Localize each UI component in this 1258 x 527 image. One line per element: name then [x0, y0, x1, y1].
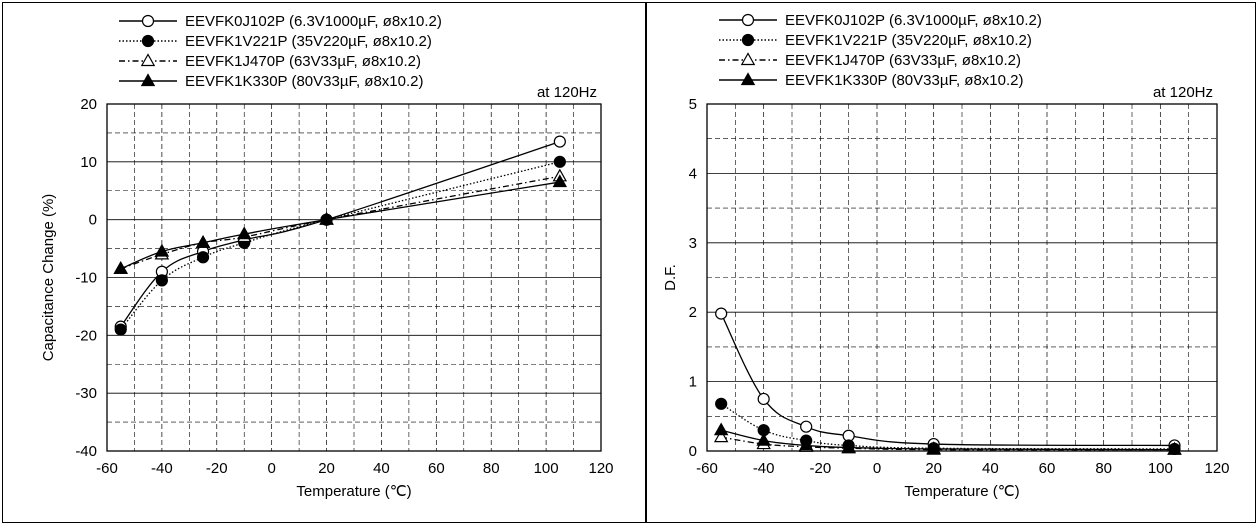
grid-lines: [107, 104, 601, 451]
legend-label: EEVFK1K330P (80V33µF, ø8x10.2): [785, 72, 1024, 89]
x-tick-label: 20: [318, 460, 335, 477]
x-tick-label: 120: [1204, 460, 1229, 477]
legend-label: EEVFK0J102P (6.3V1000µF, ø8x10.2): [185, 13, 442, 30]
plot-frame: [106, 103, 602, 452]
series-1: [114, 135, 566, 333]
x-axis-label: Temperature (℃): [296, 483, 411, 500]
x-tick-label: 60: [1039, 460, 1056, 477]
capacitance-change-chart: -60 -40 -20 0 20 40 60 80 100 12020100-10-20-30-4…: [40, 13, 614, 500]
data-point: [926, 441, 941, 455]
data-point: [757, 392, 770, 406]
plot-frame: [706, 103, 1218, 452]
data-point: [800, 420, 813, 433]
series-line: [120, 140, 561, 328]
data-point: [798, 437, 814, 451]
x-tick-label: 100: [534, 460, 559, 477]
dissipation-factor-chart: -60 -40 -20 0 20 40 60 80 100 120 5 4 3 2 1 0 Temperatur…: [662, 12, 1230, 500]
data-point: [196, 251, 210, 264]
x-tick-label: 0: [267, 460, 275, 477]
x-tick-label: 0: [873, 460, 881, 477]
x-tick-label: 100: [1148, 460, 1173, 477]
legend-marker: [141, 14, 155, 28]
x-tick-label: 80: [1095, 460, 1112, 477]
capacitance-change-chart-panel: -60 -40 -20 0 20 40 60 80 100 120 20 10 0 -10 -20 -30 -4…: [2, 2, 646, 523]
y-tick-label: 5: [689, 96, 697, 113]
x-tick-label: -40: [151, 460, 173, 477]
series-line: [721, 429, 1175, 451]
legend-label: EEVFK0J102P (6.3V1000µF, ø8x10.2): [785, 12, 1042, 29]
y-axis-label: Capacitance Change (%): [40, 194, 57, 362]
series-3: [113, 168, 568, 274]
y-tick-label: 0: [689, 443, 697, 460]
x-tick-label: 60: [428, 460, 445, 477]
series-line: [120, 175, 560, 270]
data-point: [154, 243, 170, 257]
x-tick-label: -20: [206, 460, 228, 477]
data-point: [756, 432, 771, 446]
y-tick-label: -10: [75, 270, 97, 287]
series-4: [113, 174, 568, 274]
data-point: [155, 274, 168, 287]
x-tick-label: -60: [96, 460, 118, 477]
y-tick-label: 20: [80, 96, 97, 113]
legend-label: EEVFK1K330P (80V33µF, ø8x10.2): [185, 73, 424, 90]
legend-label: EEVFK1J470P (63V33µF, ø8x10.2): [785, 52, 1021, 69]
series-line: [720, 403, 1175, 450]
data-point: [114, 323, 127, 336]
data-point: [236, 226, 252, 240]
data-point: [715, 307, 728, 320]
series-1: [715, 307, 1181, 452]
legend-label: EEVFK1V221P (35V220µF, ø8x10.2): [185, 33, 432, 50]
data-point: [713, 429, 729, 443]
series-line: [720, 313, 1175, 447]
frequency-note: at 120Hz: [1153, 84, 1213, 101]
data-point: [841, 439, 856, 453]
x-tick-label: -20: [809, 460, 831, 477]
legend-marker: [141, 34, 155, 48]
legend-marker: [740, 52, 756, 66]
series-line: [120, 181, 560, 270]
x-tick-label: 80: [483, 460, 500, 477]
data-point: [1167, 441, 1182, 455]
legend: EEVFK0J102P (6.3V1000µF, ø8x10.2) EEVFK1V…: [119, 13, 442, 90]
series-2: [114, 155, 566, 336]
x-tick-label: 20: [925, 460, 942, 477]
y-tick-label: 10: [80, 154, 97, 171]
y-axis-label: D.F.: [662, 264, 679, 291]
y-tick-label: -40: [75, 443, 97, 460]
legend-marker: [140, 53, 156, 67]
dissipation-factor-chart-panel: -60 -40 -20 0 20 40 60 80 100 120 5 4 3 2 1 0 Temperatur…: [646, 2, 1256, 523]
data-point: [113, 261, 128, 274]
x-tick-label: -40: [753, 460, 775, 477]
frequency-note: at 120Hz: [537, 84, 597, 101]
x-tick-label: 40: [373, 460, 390, 477]
data-point: [552, 174, 568, 188]
legend-label: EEVFK1V221P (35V220µF, ø8x10.2): [785, 32, 1032, 49]
data-point: [319, 211, 334, 225]
series-4: [713, 422, 1182, 455]
legend: EEVFK0J102P (6.3V1000µF, ø8x10.2) EEVFK1V…: [719, 12, 1042, 89]
legend-label: EEVFK1J470P (63V33µF, ø8x10.2): [185, 53, 421, 70]
y-tick-label: 3: [689, 235, 697, 252]
y-tick-label: -30: [75, 385, 97, 402]
y-tick-label: 2: [689, 304, 697, 321]
data-point: [195, 235, 211, 248]
x-tick-label: 120: [588, 460, 613, 477]
legend-marker: [740, 72, 756, 86]
y-tick-label: 0: [89, 212, 97, 229]
y-tick-label: 1: [689, 374, 697, 391]
y-tick-label: -20: [75, 327, 97, 344]
legend-marker: [140, 73, 156, 87]
y-tick-label: 4: [689, 165, 697, 182]
x-axis-label: Temperature (℃): [904, 483, 1019, 500]
data-point: [553, 155, 566, 168]
legend-marker: [741, 13, 755, 27]
data-point: [553, 135, 566, 148]
data-point: [715, 397, 728, 410]
legend-marker: [741, 33, 755, 47]
x-tick-label: -60: [696, 460, 718, 477]
x-tick-label: 40: [982, 460, 999, 477]
data-point: [713, 422, 729, 436]
grid-lines: [707, 104, 1217, 451]
